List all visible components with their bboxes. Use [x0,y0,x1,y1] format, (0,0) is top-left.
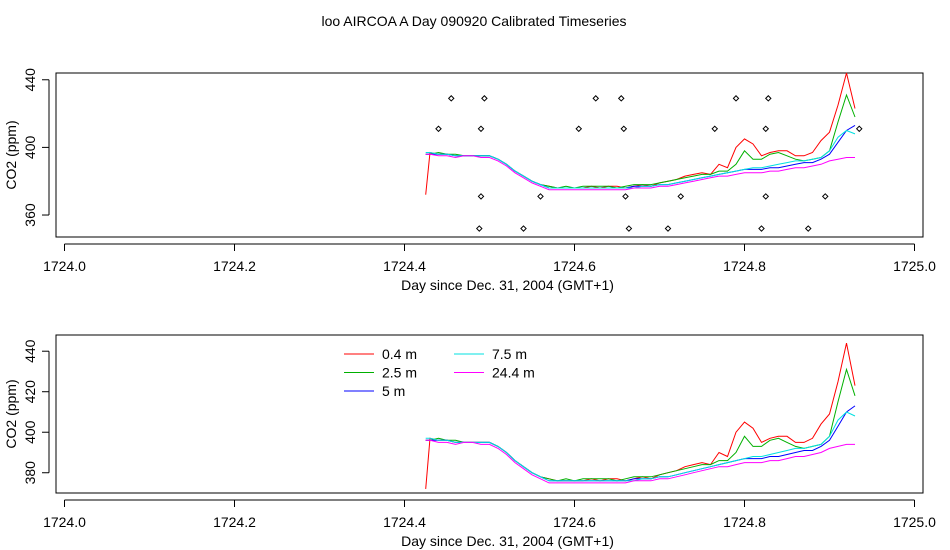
chart-title: loo AIRCOA A Day 090920 Calibrated Times… [321,13,626,29]
diamond-marker [821,193,829,200]
x-tick-label: 1724.8 [723,258,766,274]
x-tick-label: 1724.4 [383,514,426,530]
legend-label: 24.4 m [492,365,535,381]
y-tick-label: 440 [22,339,38,363]
y-axis-label: CO2 (ppm) [3,120,19,189]
legend-label: 2.5 m [382,365,417,381]
diamond-marker [711,125,719,133]
series-line-5-mm [425,124,856,189]
diamond-marker [620,125,628,133]
diamond-marker [475,225,483,232]
diamond-marker [520,225,527,232]
series-line-0-4-mm [425,342,856,489]
diamond-marker [617,95,625,102]
series-line-24-4-mm [425,439,855,484]
diamond-marker [732,95,740,102]
x-tick-label: 1724.8 [723,514,766,530]
y-tick-label: 380 [22,461,38,485]
diamond-marker [762,193,770,200]
diamond-marker [447,95,455,102]
diamond-marker [477,125,485,133]
x-axis-label: Day since Dec. 31, 2004 (GMT+1) [401,277,614,293]
series-line-7-5-mm [425,411,856,482]
series-line-2-5-mm [425,93,856,189]
legend-label: 7.5 m [492,346,527,362]
plot-frame [55,334,924,494]
x-tick-label: 1724.0 [43,514,86,530]
diamond-marker [762,125,770,133]
y-tick-label: 440 [22,68,38,92]
series-line-5-mm [425,405,856,482]
plot-frame [55,72,924,238]
diamond-marker [664,225,672,232]
series-line-2-5-mm [425,367,856,482]
diamond-marker [435,125,442,133]
diamond-marker [481,95,488,102]
series-line-7-5-mm [425,129,856,189]
x-tick-label: 1725.0 [893,514,936,530]
y-tick-label: 360 [22,203,38,227]
bottom-panel: 1724.0 1724.2 1724.4 1724.6 1724.8 1725.0 Day … [3,334,936,549]
y-tick-label: 400 [22,135,38,159]
diamond-marker [855,125,863,133]
legend-label: 5 m [382,383,405,399]
diamond-marker [677,193,685,200]
diamond-marker [622,193,629,200]
x-tick-label: 1724.0 [43,258,86,274]
diamond-marker [758,225,765,232]
x-tick-label: 1724.2 [213,514,256,530]
top-panel: 1724.0 1724.2 1724.4 1724.6 1724.8 1725.0 Day … [3,68,936,293]
x-tick-label: 1724.6 [553,514,596,530]
diamond-marker [625,225,633,232]
diamond-marker [764,95,772,102]
series-line-24-4-mm [425,153,855,191]
x-tick-label: 1724.2 [213,258,256,274]
diamond-marker [575,125,583,133]
x-tick-label: 1724.6 [553,258,596,274]
legend-label: 0.4 m [382,346,417,362]
x-tick-label: 1724.4 [383,258,426,274]
y-tick-label: 420 [22,380,38,404]
diamond-marker [592,95,600,102]
diamond-marker [804,225,812,232]
diamond-marker [537,193,544,200]
x-axis-label: Day since Dec. 31, 2004 (GMT+1) [401,533,614,549]
y-tick-label: 400 [22,420,38,444]
series-line-0-4-mm [425,72,856,195]
x-tick-label: 1725.0 [893,258,936,274]
y-axis-label: CO2 (ppm) [3,379,19,448]
diamond-marker [477,193,485,200]
